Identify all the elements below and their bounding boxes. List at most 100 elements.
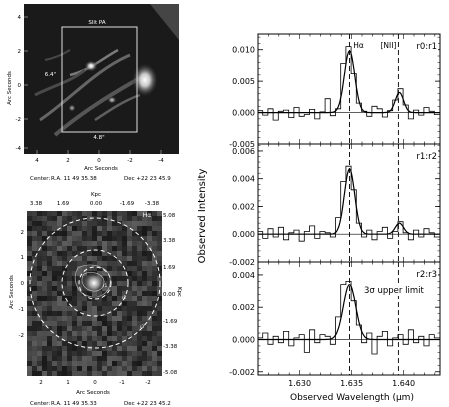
bottom-center-label: Center: — [30, 401, 50, 407]
spectra-chart: -0.005 0.000 0.005 0.010 r0:r1 Hα [NII] -0.002 0… — [229, 33, 441, 388]
bottom-halpha-image: 3.38 1.69 0.00 -1.69 -3.38 Kpc Hα r1 r2 r3 5… — [19, 192, 182, 386]
panel-frame — [257, 261, 441, 376]
panel-label-background — [410, 268, 438, 280]
x-tick-label: 1.640 — [392, 379, 415, 388]
bottom-image-ticks: 5.08 3.38 1.69 0.00 -1.69 -3.38 -5.08 2 1 0 -1 -2 2 1… — [19, 213, 178, 386]
chart-x-label: Observed Wavelength (μm) — [290, 393, 414, 403]
bottom-x-tick-label: 1 — [66, 380, 70, 386]
y-tick-label: 0.005 — [232, 77, 255, 86]
bottom-right-kpc-label: Kpc — [176, 287, 182, 297]
y-tick-label: 0.002 — [232, 202, 255, 211]
y-tick-label: -0.005 — [229, 140, 255, 149]
bottom-image-coordinates: Center: R.A. 11 49 35.33 Dec +22 23 45.2 — [30, 401, 171, 407]
x-tick-label: 1.630 — [288, 379, 311, 388]
bottom-top-tick-label: -3.38 — [145, 201, 160, 207]
y-tick-label: -0.002 — [229, 258, 255, 267]
bottom-image-y-label: Arc Seconds — [9, 275, 15, 309]
bottom-x-tick-label: -1 — [119, 380, 124, 386]
bottom-y-tick-label: 2 — [21, 230, 25, 236]
halpha-core — [82, 271, 106, 295]
top-y-tick-label: 2 — [18, 49, 22, 55]
bottom-dec-label: Dec +22 23 45.2 — [124, 401, 171, 407]
top-image-x-label: Arc Seconds — [84, 166, 118, 172]
spectrum-fit-curve — [258, 50, 440, 114]
halpha-noise — [27, 211, 162, 376]
panel-label: r0:r1 — [416, 42, 437, 52]
spectrum-panel-1: -0.005 0.000 0.005 0.010 r0:r1 Hα [NII] — [229, 33, 441, 149]
panel-annotation: 3σ upper limit — [364, 286, 424, 296]
ring-label-r2: r2 — [122, 295, 127, 300]
bottom-x-tick-label: 2 — [39, 380, 43, 386]
top-x-tick-label: -4 — [158, 158, 164, 164]
spectrum-fit-curve — [258, 168, 440, 235]
bottom-image-x-label: Arc Seconds — [76, 390, 110, 396]
galaxy-nucleus-bright — [131, 62, 159, 98]
bottom-x-tick-label: 0 — [93, 380, 97, 386]
x-tick-label: 1.635 — [340, 379, 363, 388]
top-image-corner-artifact — [150, 4, 179, 40]
y-tick-label: 0.004 — [232, 271, 255, 280]
slit-pa-label: Slit PA — [88, 20, 105, 26]
panel-label-background — [410, 40, 438, 52]
slit-width-label: 6.4" — [45, 72, 56, 78]
aperture-ring-r3 — [29, 217, 161, 349]
annotation-background — [362, 284, 420, 296]
bottom-right-tick-label: -3.38 — [163, 344, 178, 350]
top-y-tick-label: -4 — [16, 146, 22, 152]
line-marker-label: [NII] — [381, 41, 397, 50]
spectrum-data-histogram — [257, 46, 440, 121]
slit-height-label: 4.8" — [93, 135, 104, 141]
panel-label: r2:r3 — [416, 270, 437, 280]
bottom-right-tick-label: -1.69 — [163, 319, 178, 325]
bottom-panel-label: Hα — [143, 212, 152, 219]
galaxy-knot — [84, 60, 98, 72]
line-marker-label: Hα — [353, 41, 364, 50]
top-galaxy-image: Slit PA 6.4" 4.8" 4 2 0 -2 -4 4 2 0 -2 -4 — [16, 4, 179, 164]
aperture-ring-r2 — [61, 249, 129, 317]
bottom-right-tick-label: 1.69 — [163, 265, 176, 271]
bottom-y-tick-label: 1 — [21, 255, 25, 261]
bottom-top-kpc-label: Kpc — [91, 192, 101, 198]
bottom-x-tick-label: -2 — [145, 380, 150, 386]
y-tick-label: 0.010 — [232, 46, 255, 55]
top-x-tick-label: -2 — [127, 158, 132, 164]
aperture-ring-r1 — [78, 266, 112, 300]
bottom-right-tick-label: 3.38 — [163, 238, 176, 244]
y-tick-label: 0.002 — [232, 303, 255, 312]
bottom-y-tick-label: -1 — [19, 307, 24, 313]
top-ra-label: R.A. 11 49 35.38 — [51, 176, 97, 182]
y-tick-label: 0.000 — [232, 109, 255, 118]
top-y-tick-label: 0 — [18, 83, 22, 89]
y-tick-label: 0.000 — [232, 230, 255, 239]
y-tick-label: 0.006 — [232, 147, 255, 156]
top-y-tick-label: 4 — [18, 15, 22, 21]
bottom-ra-label: R.A. 11 49 35.33 — [51, 401, 97, 407]
spectrum-panel-3: -0.002 0.000 0.002 0.004 r2:r3 3σ upper limit… — [229, 261, 441, 388]
spectrum-panel-2: -0.002 0.000 0.002 0.004 0.006 r1:r2 — [229, 143, 441, 267]
panel-label: r1:r2 — [416, 152, 437, 162]
bottom-top-tick-label: 1.69 — [57, 201, 70, 207]
chart-y-label: Observed Intensity — [197, 169, 208, 264]
bottom-y-tick-label: -2 — [19, 333, 24, 339]
bottom-right-tick-label: 0.00 — [163, 292, 176, 298]
top-x-tick-label: 0 — [97, 158, 101, 164]
top-x-tick-label: 4 — [35, 158, 39, 164]
bottom-right-tick-label: -5.08 — [163, 370, 178, 376]
y-tick-label: 0.000 — [232, 335, 255, 344]
bottom-right-tick-label: 5.08 — [163, 213, 176, 219]
bottom-y-tick-label: 0 — [21, 281, 25, 287]
slit-box — [61, 26, 138, 133]
ring-label-r3: r3 — [140, 324, 145, 329]
top-x-tick-label: 2 — [66, 158, 70, 164]
top-image-ticks: 4 2 0 -2 -4 4 2 0 -2 -4 — [16, 15, 165, 164]
ring-label-r1: r1 — [103, 283, 108, 288]
bottom-top-tick-label: 3.38 — [30, 201, 43, 207]
aperture-rings — [29, 217, 161, 349]
top-image-y-label: Arc Seconds — [7, 71, 13, 105]
bottom-top-tick-label: -1.69 — [120, 201, 135, 207]
spectrum-fit-curve — [258, 284, 440, 341]
y-tick-label: 0.004 — [232, 175, 255, 184]
top-center-label: Center: — [30, 176, 50, 182]
bottom-top-tick-label: 0.00 — [90, 201, 103, 207]
